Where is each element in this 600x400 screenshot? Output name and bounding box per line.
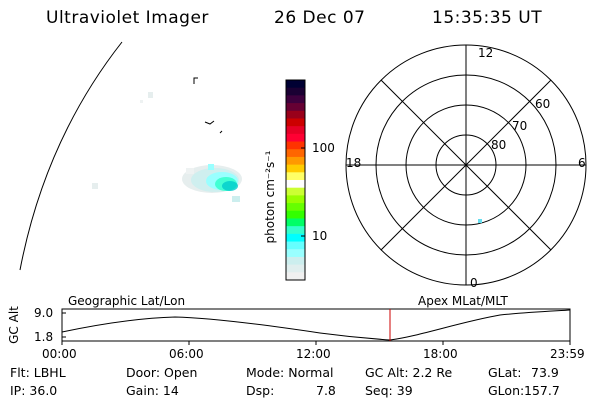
colorbar-tick-label: 10: [312, 229, 328, 243]
timeline-tick-label: 06:00: [169, 347, 204, 361]
colorbar-segment: [286, 218, 305, 227]
image-speck: [193, 77, 198, 84]
colorbar-segment: [286, 226, 305, 235]
timeline-tick-label: 23:59: [550, 347, 585, 361]
colorbar-segment: [286, 249, 305, 258]
polar-plot: [345, 44, 587, 286]
colorbar-frame: [285, 79, 306, 281]
dsp-value: 7.8: [316, 383, 336, 398]
colorbar-segment: [286, 264, 305, 273]
polar-ring-label-60: 60: [535, 97, 551, 111]
colorbar-segment: [286, 126, 305, 135]
door-info: Door: Open: [126, 365, 198, 380]
colorbar-segment: [286, 149, 305, 158]
polar-label-mlt-12: 12: [478, 46, 494, 60]
colorbar-segment: [286, 164, 305, 173]
filter-info: Flt: LBHL: [10, 365, 66, 380]
glat-label: GLat:: [488, 365, 522, 380]
polar-label-mlt-18: 18: [346, 156, 362, 170]
aurora-emission: [182, 164, 242, 202]
colorbar: [285, 79, 306, 281]
colorbar-segment: [286, 180, 305, 189]
timeline-tick-label: 12:00: [296, 347, 331, 361]
colorbar-segment: [286, 87, 305, 96]
polar-emission-speck: [478, 219, 482, 223]
glon-value: 157.7: [524, 383, 560, 398]
image-speck: [140, 100, 143, 103]
app-title: Ultraviolet Imager: [46, 8, 209, 28]
gc-altitude-curve: [61, 309, 571, 341]
header-time: 15:35:35 UT: [432, 8, 543, 28]
timeline-ymin: 1.8: [34, 330, 54, 344]
glon-label: GLon:: [488, 383, 525, 398]
colorbar-segment: [286, 110, 305, 119]
colorbar-segment: [286, 103, 305, 112]
mode-info: Mode: Normal: [246, 365, 334, 380]
colorbar-segment: [286, 203, 305, 212]
colorbar-segment: [286, 187, 305, 196]
timeline-tick-label: 18:00: [423, 347, 458, 361]
gain-info: Gain: 14: [126, 383, 179, 398]
colorbar-tick-label: 100: [312, 141, 335, 155]
colorbar-segment: [286, 195, 305, 204]
seq-info: Seq: 39: [365, 383, 413, 398]
dsp-label: Dsp:: [246, 383, 275, 398]
image-speck: [148, 92, 153, 98]
timeline-ylabel: GC Alt: [7, 306, 21, 344]
colorbar-segment: [286, 241, 305, 250]
polar-ring-label-70: 70: [512, 119, 528, 133]
colorbar-segment: [286, 172, 305, 181]
colorbar-segment: [286, 156, 305, 166]
colorbar-segment: [286, 256, 305, 266]
colorbar-segment: [286, 133, 305, 143]
timeline-tick-label: 00:00: [42, 347, 77, 361]
image-speck: [92, 183, 98, 189]
gc-alt-info: GC Alt: 2.2 Re: [365, 365, 453, 380]
colorbar-segment: [286, 95, 305, 104]
timeline-ymax: 9.0: [34, 306, 54, 320]
timeline-frame: [61, 308, 571, 342]
colorbar-segment: [286, 210, 305, 219]
colorbar-segment: [286, 272, 305, 281]
header-date: 26 Dec 07: [274, 8, 366, 28]
colorbar-segment: [286, 141, 305, 150]
timeline-right-title: Apex MLat/MLT: [418, 294, 508, 308]
polar-label-mlt-0: 0: [470, 276, 478, 290]
colorbar-segment: [286, 80, 305, 89]
polar-label-mlt-6: 6: [578, 156, 586, 170]
ip-info: IP: 36.0: [10, 383, 58, 398]
image-speck: [204, 120, 215, 125]
timeline-left-title: Geographic Lat/Lon: [68, 294, 186, 308]
earth-limb-arc: [19, 41, 123, 271]
colorbar-unit-label: photon cm⁻²s⁻¹: [263, 150, 277, 244]
glat-value: 73.9: [531, 365, 559, 380]
colorbar-segment: [286, 233, 305, 243]
image-speck: [219, 130, 223, 134]
polar-ring-label-80: 80: [491, 138, 507, 152]
polar-diagonal: [380, 79, 552, 251]
colorbar-segment: [286, 118, 305, 127]
